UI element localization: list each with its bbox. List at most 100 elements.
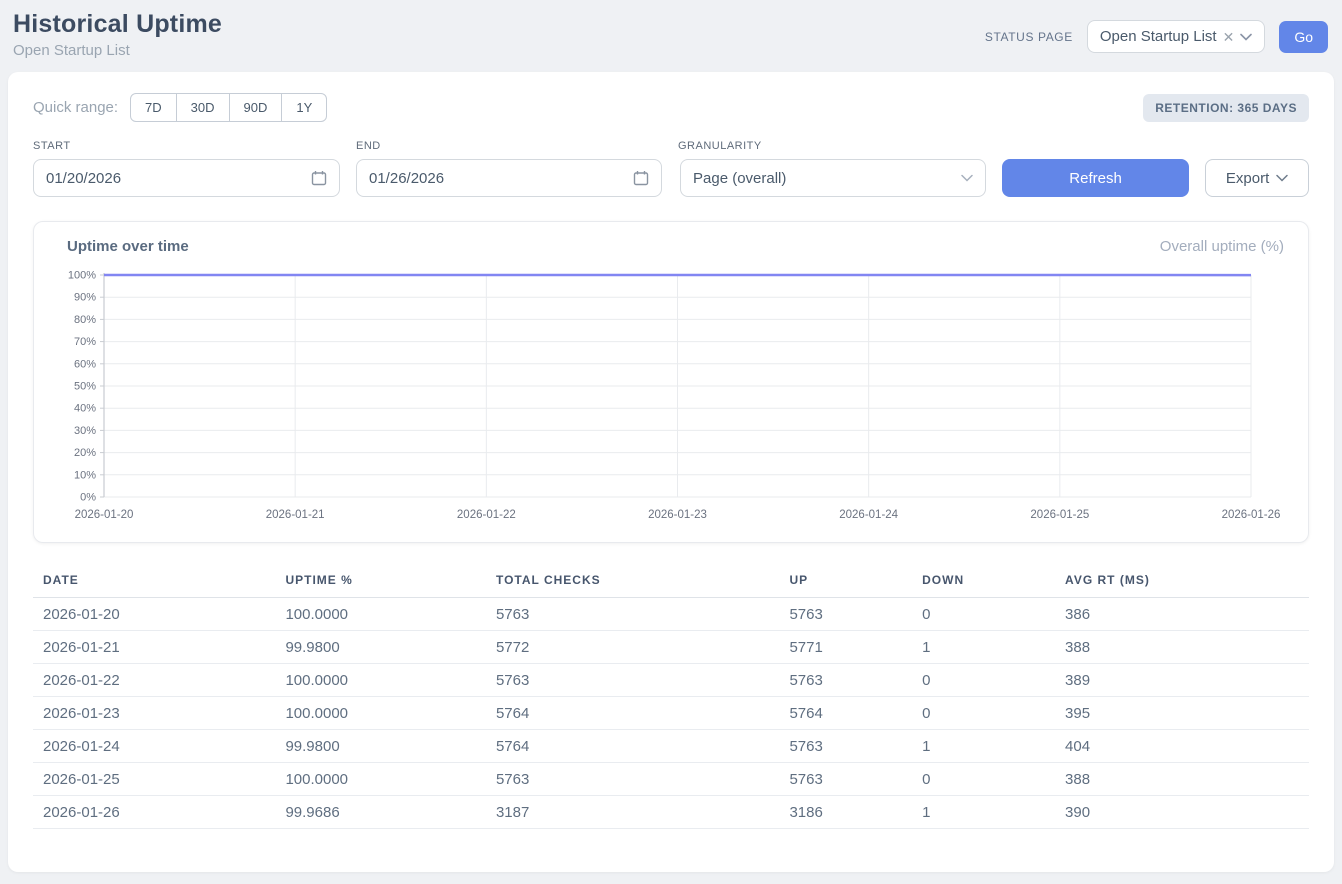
retention-badge: RETENTION: 365 DAYS (1143, 94, 1309, 122)
quick-range-30d[interactable]: 30D (176, 93, 230, 122)
svg-text:2026-01-25: 2026-01-25 (1030, 509, 1089, 521)
svg-text:50%: 50% (74, 381, 96, 393)
page-subtitle: Open Startup List (13, 42, 222, 59)
table-cell: 3187 (486, 796, 779, 829)
table-cell: 1 (912, 730, 1055, 763)
table-cell: 5772 (486, 631, 779, 664)
status-page-select[interactable]: Open Startup List ✕ (1087, 20, 1265, 53)
table-row: 2026-01-2499.9800576457631404 (33, 730, 1309, 763)
quick-range-7d[interactable]: 7D (130, 93, 177, 122)
svg-text:2026-01-20: 2026-01-20 (75, 509, 134, 521)
svg-text:40%: 40% (74, 403, 96, 415)
table-cell: 5763 (779, 763, 912, 796)
svg-text:2026-01-24: 2026-01-24 (839, 509, 898, 521)
svg-text:2026-01-22: 2026-01-22 (457, 509, 516, 521)
top-header: Historical Uptime Open Startup List STAT… (0, 0, 1342, 72)
svg-text:70%: 70% (74, 336, 96, 348)
svg-text:2026-01-23: 2026-01-23 (648, 509, 707, 521)
clear-selection-icon[interactable]: ✕ (1223, 30, 1235, 44)
table-cell: 0 (912, 763, 1055, 796)
calendar-icon[interactable] (633, 170, 649, 186)
table-header-row: DATEUPTIME %TOTAL CHECKSUPDOWNAVG RT (MS… (33, 567, 1309, 598)
table-cell: 100.0000 (275, 598, 486, 631)
table-cell: 5764 (486, 697, 779, 730)
granularity-select[interactable]: Page (overall) (680, 159, 986, 197)
column-header: UP (779, 567, 912, 598)
table-cell: 2026-01-23 (33, 697, 275, 730)
table-cell: 99.9800 (275, 631, 486, 664)
svg-text:10%: 10% (74, 469, 96, 481)
table-cell: 390 (1055, 796, 1309, 829)
table-row: 2026-01-2699.9686318731861390 (33, 796, 1309, 829)
table-cell: 5763 (779, 664, 912, 697)
table-cell: 388 (1055, 763, 1309, 796)
export-button[interactable]: Export (1205, 159, 1309, 197)
go-button[interactable]: Go (1279, 21, 1328, 53)
table-cell: 2026-01-25 (33, 763, 275, 796)
table-cell: 5764 (486, 730, 779, 763)
svg-text:90%: 90% (74, 292, 96, 304)
quick-range-1y[interactable]: 1Y (281, 93, 327, 122)
table-cell: 100.0000 (275, 763, 486, 796)
status-page-controls: STATUS PAGE Open Startup List ✕ Go (985, 20, 1328, 53)
table-cell: 3186 (779, 796, 912, 829)
table-cell: 388 (1055, 631, 1309, 664)
chart-legend-label: Overall uptime (%) (1160, 238, 1284, 255)
table-cell: 389 (1055, 664, 1309, 697)
status-page-selected-value: Open Startup List (1100, 28, 1217, 45)
quick-range-group: 7D30D90D1Y (130, 93, 327, 122)
uptime-chart: 0%10%20%30%40%50%60%70%80%90%100%2026-01… (58, 265, 1284, 532)
table-cell: 100.0000 (275, 697, 486, 730)
table-cell: 2026-01-22 (33, 664, 275, 697)
table-cell: 1 (912, 796, 1055, 829)
column-header: DOWN (912, 567, 1055, 598)
start-date-label: START (33, 140, 340, 152)
table-cell: 2026-01-20 (33, 598, 275, 631)
chevron-down-icon (1240, 33, 1252, 41)
table-row: 2026-01-25100.0000576357630388 (33, 763, 1309, 796)
table-cell: 2026-01-24 (33, 730, 275, 763)
table-cell: 5763 (486, 763, 779, 796)
uptime-chart-card: Uptime over time Overall uptime (%) 0%10… (33, 221, 1309, 543)
filters-row-inputs: START 01/20/2026 END 01/26/2026 (33, 140, 1309, 197)
table-row: 2026-01-2199.9800577257711388 (33, 631, 1309, 664)
start-date-input[interactable]: 01/20/2026 (33, 159, 340, 197)
chevron-down-icon (961, 174, 973, 182)
svg-text:80%: 80% (74, 314, 96, 326)
quick-range-label: Quick range: (33, 99, 118, 116)
table-cell: 386 (1055, 598, 1309, 631)
end-date-value: 01/26/2026 (369, 170, 444, 187)
column-header: TOTAL CHECKS (486, 567, 779, 598)
filters-row-quick-range: Quick range: 7D30D90D1Y RETENTION: 365 D… (33, 93, 1309, 122)
svg-text:20%: 20% (74, 447, 96, 459)
refresh-button[interactable]: Refresh (1002, 159, 1189, 197)
table-cell: 5771 (779, 631, 912, 664)
svg-text:2026-01-26: 2026-01-26 (1222, 509, 1281, 521)
granularity-selected-value: Page (overall) (693, 170, 786, 187)
table-cell: 0 (912, 664, 1055, 697)
table-cell: 2026-01-21 (33, 631, 275, 664)
table-cell: 5763 (486, 664, 779, 697)
title-block: Historical Uptime Open Startup List (13, 10, 222, 59)
calendar-icon[interactable] (311, 170, 327, 186)
column-header: UPTIME % (275, 567, 486, 598)
table-cell: 5763 (779, 730, 912, 763)
uptime-table-body: 2026-01-20100.00005763576303862026-01-21… (33, 598, 1309, 829)
table-cell: 99.9800 (275, 730, 486, 763)
column-header: DATE (33, 567, 275, 598)
start-date-value: 01/20/2026 (46, 170, 121, 187)
table-cell: 5764 (779, 697, 912, 730)
export-button-label: Export (1226, 170, 1269, 187)
main-panel: Quick range: 7D30D90D1Y RETENTION: 365 D… (8, 72, 1334, 872)
status-page-label: STATUS PAGE (985, 30, 1073, 44)
table-cell: 5763 (486, 598, 779, 631)
end-date-input[interactable]: 01/26/2026 (356, 159, 662, 197)
table-cell: 0 (912, 598, 1055, 631)
quick-range-90d[interactable]: 90D (229, 93, 283, 122)
svg-text:30%: 30% (74, 425, 96, 437)
table-row: 2026-01-20100.0000576357630386 (33, 598, 1309, 631)
table-cell: 0 (912, 697, 1055, 730)
chart-title: Uptime over time (67, 238, 189, 255)
table-cell: 5763 (779, 598, 912, 631)
granularity-label: GRANULARITY (678, 140, 986, 152)
